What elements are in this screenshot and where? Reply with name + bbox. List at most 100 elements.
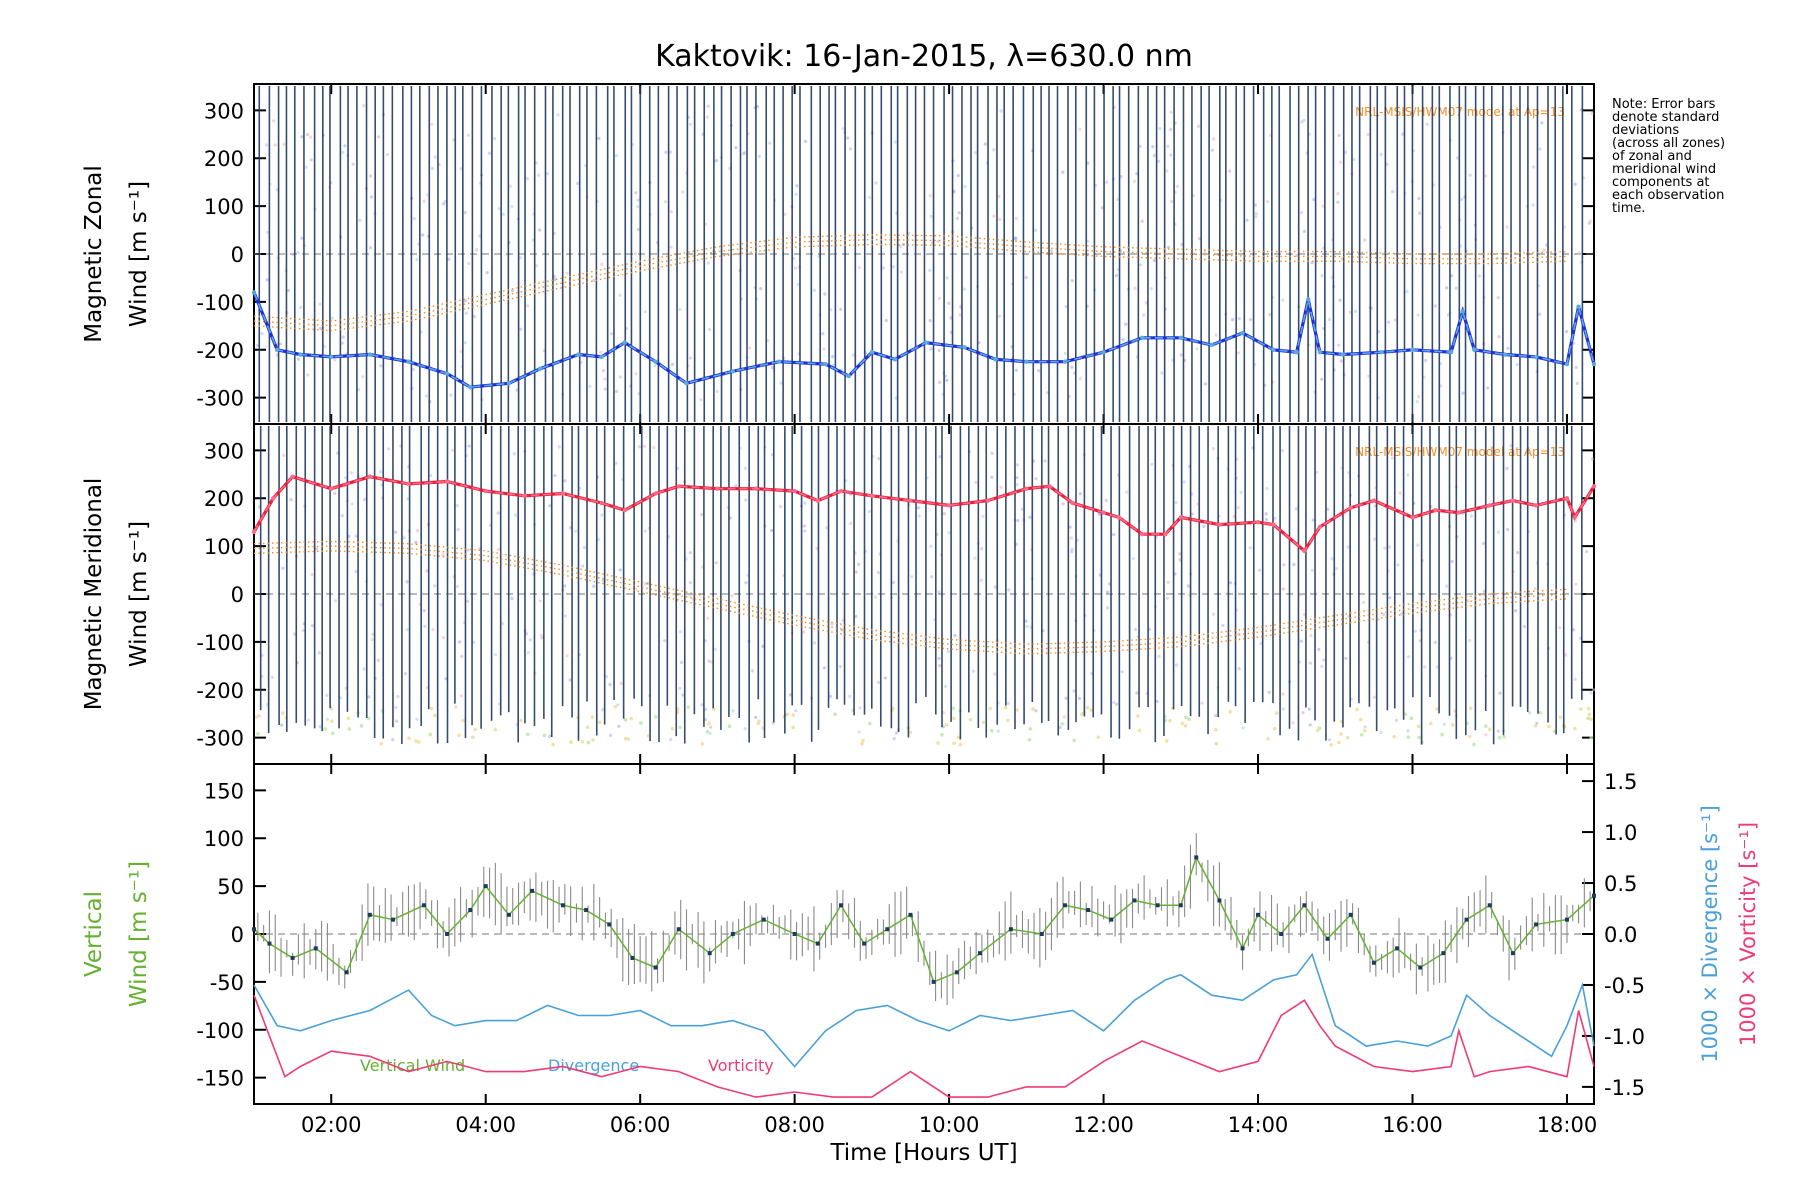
zone-wind-point [1236,506,1240,510]
zone-wind-point [803,529,807,533]
zone-wind-point [803,501,807,505]
zone-wind-point [1450,723,1455,727]
wind-point [869,493,875,499]
zone-wind-point [497,207,502,211]
zone-wind-point [678,686,682,690]
zone-wind-point [744,498,748,502]
zone-wind-point [670,726,675,731]
model-curve [253,234,1568,322]
zone-wind-point [945,276,949,280]
zone-wind-point [1484,724,1488,728]
zone-wind-point [1343,150,1348,154]
zone-wind-point [1425,122,1429,126]
zone-wind-point [1212,137,1216,141]
zone-wind-point [754,715,758,719]
zone-wind-point [1006,718,1010,723]
wind-point [251,290,257,295]
zone-wind-point [1326,507,1330,511]
x-tick-label: 18:00 [1537,1113,1598,1137]
zone-wind-point [396,694,400,699]
zone-wind-point [1174,500,1178,505]
zone-wind-point [379,603,383,607]
zone-wind-point [1273,516,1277,520]
zone-wind-point [1399,612,1404,616]
zone-wind-point [1337,133,1341,138]
zone-wind-point [861,738,865,743]
zone-wind-point [1587,712,1592,717]
zone-wind-point [623,736,628,741]
zone-wind-point [794,709,798,713]
zone-wind-point [973,151,977,155]
zone-wind-point [707,659,711,663]
zone-wind-point [597,537,601,541]
zone-wind-point [1558,626,1562,630]
zone-wind-point [1183,724,1188,728]
zone-wind-point [1406,473,1410,477]
zone-wind-point [706,616,710,620]
zone-wind-point [1077,696,1082,701]
zone-wind-point [310,572,314,577]
zone-wind-point [411,367,415,372]
wind-point [622,340,627,345]
wind-point [1294,349,1299,355]
zone-wind-point [999,485,1003,489]
vertical-wind-point [1510,951,1515,956]
wind-point [993,357,998,362]
zone-wind-point [1339,732,1343,736]
zone-wind-point [1170,200,1174,204]
zone-wind-point [669,737,673,742]
vertical-wind-point [1062,903,1067,908]
zone-wind-point [1203,382,1208,386]
vertical-wind-point [1155,903,1160,908]
panel-zonal-ylabel: Magnetic Zonal Wind [m s⁻¹] [81,165,152,343]
zone-wind-point [441,553,445,557]
zone-wind-point [417,740,421,744]
zone-wind-point [1072,738,1076,743]
zone-wind-point [585,725,590,729]
zone-wind-point [526,304,530,308]
zone-wind-point [980,547,984,551]
zone-wind-point [1359,732,1364,737]
zone-wind-point [354,569,358,574]
zone-wind-point [300,135,304,139]
zone-wind-point [653,363,657,368]
zone-wind-point [1214,713,1218,718]
x-tick-label: 02:00 [301,1113,362,1137]
zone-wind-point [609,332,614,336]
zone-wind-point [1579,707,1583,711]
wind-point [1024,359,1029,364]
zone-wind-point [1140,219,1144,223]
zone-wind-point [1112,700,1116,704]
vertical-wind-point [676,927,681,932]
zone-wind-point [563,584,567,588]
zone-wind-point [822,347,826,351]
vertical-wind-point [1109,917,1114,922]
zone-wind-point [705,730,710,734]
zone-wind-point [291,252,295,256]
vertical-wind-point [707,951,712,956]
zone-wind-point [892,737,896,741]
vertical-wind-point [1240,946,1245,951]
zone-wind-point [643,310,647,314]
zone-wind-point [1133,286,1137,290]
zone-wind-point [700,513,704,517]
zone-wind-point [1078,127,1082,131]
zone-wind-point [391,738,395,742]
zone-wind-point [280,723,284,727]
zone-wind-point [1346,545,1350,549]
zone-wind-point [278,342,282,346]
zone-wind-point [1070,365,1074,369]
zone-wind-point [1138,263,1143,267]
zone-wind-point [1174,663,1179,667]
zone-wind-point [1477,274,1482,278]
wind-point [1591,484,1597,489]
zone-wind-point [998,217,1002,222]
vertical-wind-point [653,965,658,970]
zone-wind-point [1590,457,1595,461]
zone-wind-point [344,476,348,480]
zone-wind-point [358,218,362,222]
zone-wind-point [669,150,673,154]
zone-wind-point [456,528,460,532]
zone-wind-point [1564,653,1568,657]
zone-wind-point [376,135,381,139]
